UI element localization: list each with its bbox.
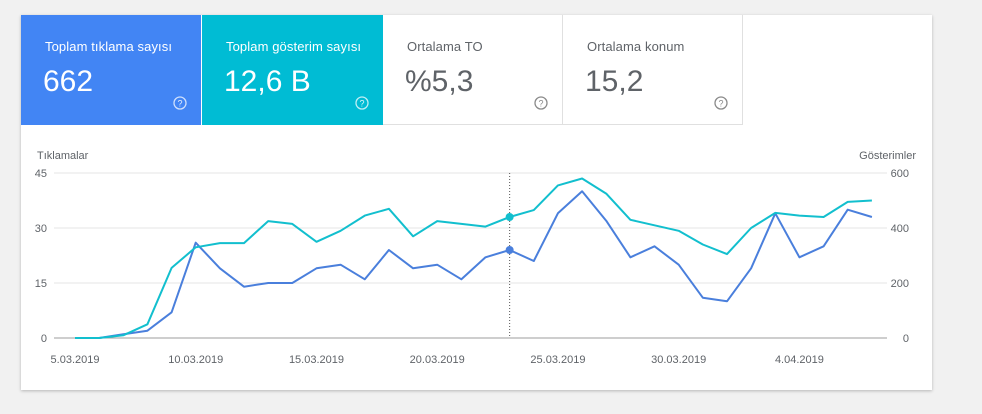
x-tick-label: 15.03.2019	[289, 354, 344, 366]
svg-text:?: ?	[177, 98, 182, 108]
y-right-tick-label: 200	[891, 278, 909, 290]
y-left-tick-label: 45	[35, 168, 47, 180]
clicks-hover-point	[505, 246, 514, 254]
y-right-axis-label: Gösterimler	[859, 150, 916, 162]
y-left-axis-label: Tıklamalar	[37, 150, 89, 162]
metric-value: 15,2	[585, 65, 644, 98]
y-left-tick-label: 30	[35, 223, 47, 235]
impressions-hover-point	[505, 213, 514, 221]
x-tick-label: 4.04.2019	[775, 354, 824, 366]
metric-label: Toplam gösterim sayısı	[226, 39, 362, 54]
impressions-line	[75, 177, 872, 339]
metric-label: Ortalama TO	[407, 39, 483, 54]
y-left-tick-label: 15	[35, 278, 47, 290]
performance-card: Toplam tıklama sayısı 662 ? Toplam göste…	[21, 15, 932, 390]
help-circle-icon[interactable]: ?	[173, 96, 187, 110]
metric-total-clicks[interactable]: Toplam tıklama sayısı 662 ?	[21, 15, 201, 125]
y-left-tick-label: 0	[41, 333, 47, 345]
metric-value: %5,3	[405, 65, 474, 98]
metrics-row: Toplam tıklama sayısı 662 ? Toplam göste…	[21, 15, 932, 125]
svg-text:?: ?	[359, 98, 364, 108]
x-tick-label: 5.03.2019	[51, 354, 100, 366]
x-tick-label: 10.03.2019	[168, 354, 223, 366]
y-right-tick-label: 600	[891, 168, 909, 180]
metric-value: 662	[43, 65, 94, 98]
metric-value: 12,6 B	[224, 65, 311, 98]
help-circle-icon[interactable]: ?	[714, 96, 728, 110]
x-tick-label: 20.03.2019	[410, 354, 465, 366]
clicks-line	[75, 190, 873, 339]
metric-label: Ortalama konum	[587, 39, 685, 54]
y-right-tick-label: 0	[903, 333, 909, 345]
metric-total-impressions[interactable]: Toplam gösterim sayısı 12,6 B ?	[202, 15, 383, 125]
performance-chart[interactable]: Tıklamalar Gösterimler 0 15 30 45 0 200 400 600 5.…	[21, 15, 932, 390]
x-tick-label: 25.03.2019	[530, 354, 585, 366]
metric-label: Toplam tıklama sayısı	[45, 39, 173, 54]
help-circle-icon[interactable]: ?	[534, 96, 548, 110]
metric-average-position[interactable]: Ortalama konum 15,2 ?	[563, 15, 743, 125]
svg-text:?: ?	[538, 98, 543, 108]
metric-average-ctr[interactable]: Ortalama TO %5,3 ?	[383, 15, 563, 125]
y-right-tick-label: 400	[891, 223, 909, 235]
svg-text:?: ?	[718, 98, 723, 108]
x-tick-label: 30.03.2019	[651, 354, 706, 366]
help-circle-icon[interactable]: ?	[355, 96, 369, 110]
